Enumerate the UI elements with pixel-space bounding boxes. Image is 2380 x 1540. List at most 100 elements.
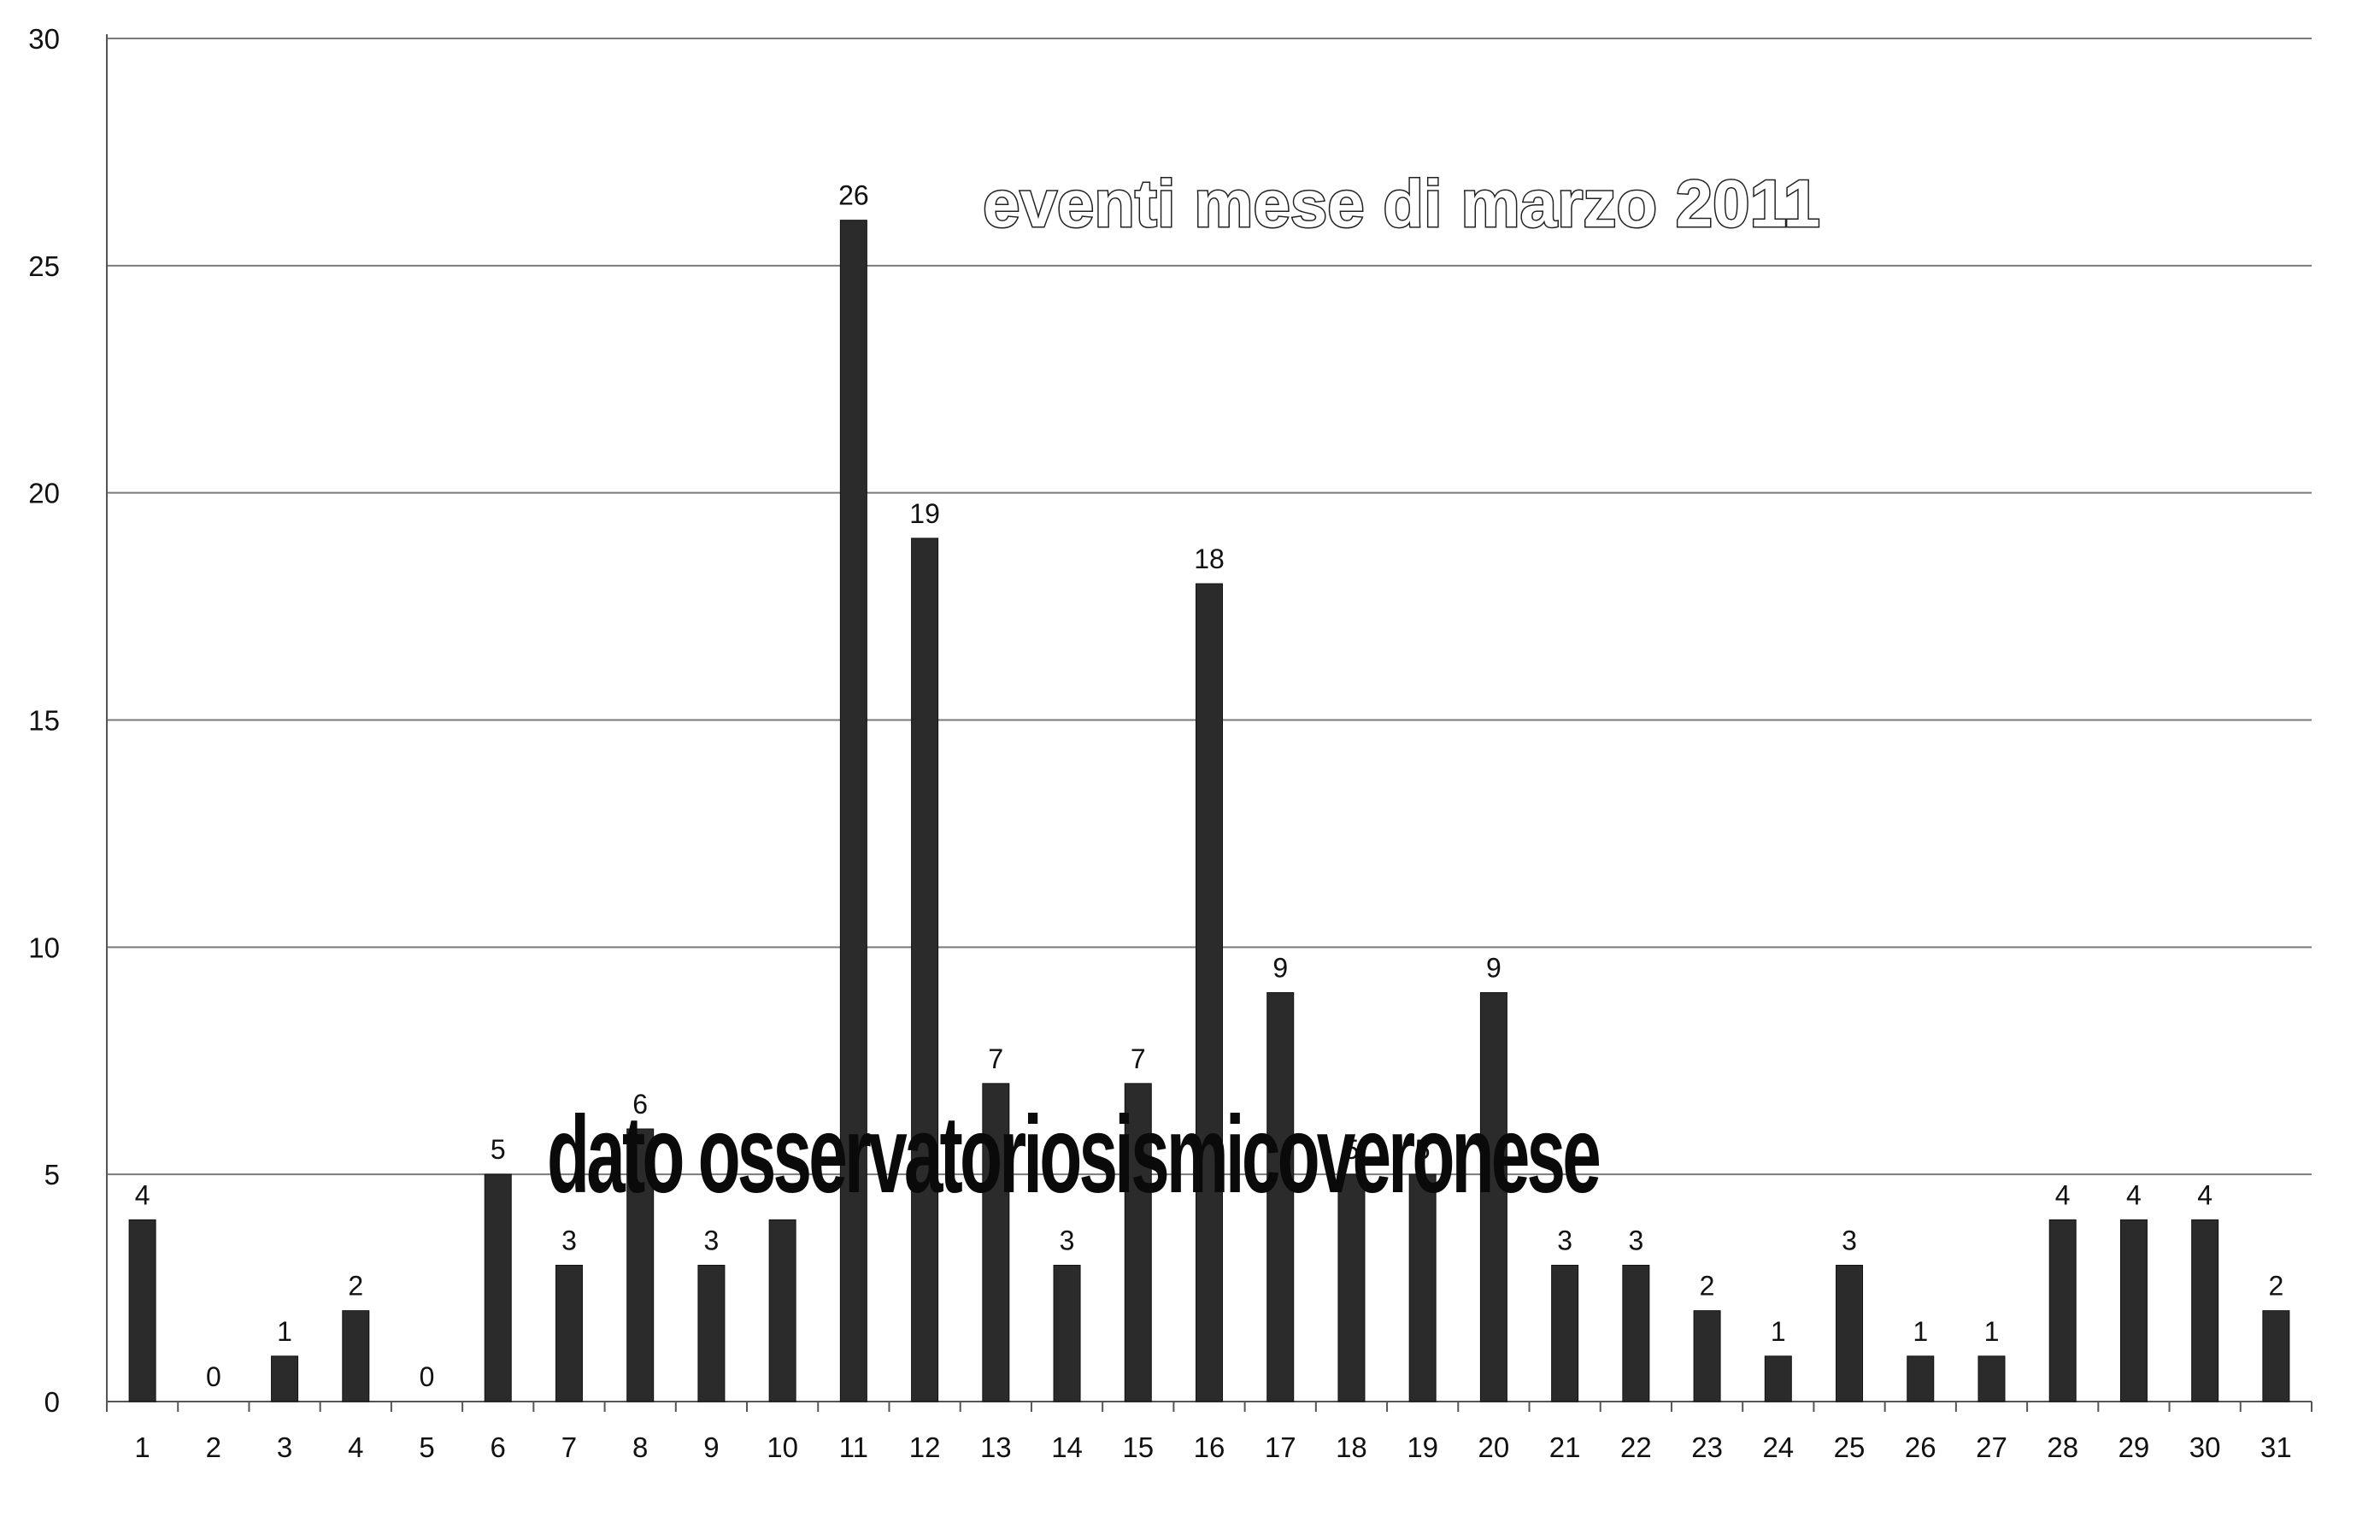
bar-day-16	[1196, 583, 1223, 1402]
bar-value-label: 3	[1060, 1226, 1075, 1256]
bar-value-label: 4	[2126, 1179, 2142, 1210]
bar-value-label: 18	[1194, 544, 1225, 574]
y-tick-label: 10	[28, 932, 60, 963]
x-tick-label: 12	[909, 1431, 941, 1463]
bar-value-label: 3	[1557, 1226, 1572, 1256]
x-tick-label: 20	[1478, 1431, 1510, 1463]
bar-day-20	[1479, 992, 1507, 1402]
x-tick-label: 21	[1549, 1431, 1581, 1463]
bar-day-31	[2262, 1310, 2290, 1402]
x-tick-label: 5	[419, 1431, 434, 1463]
bar-day-6	[484, 1173, 512, 1402]
y-tick-label: 15	[28, 705, 60, 737]
x-tick-label: 25	[1834, 1431, 1866, 1463]
y-tick-label: 0	[44, 1386, 60, 1418]
bar-day-23	[1693, 1310, 1721, 1402]
watermark-annotation: dato osservatoriosismicoveronese	[547, 1094, 1599, 1216]
bar-day-26	[1907, 1355, 1935, 1402]
x-tick-label: 1	[134, 1431, 150, 1463]
bar-value-label: 0	[420, 1361, 435, 1392]
bar-day-14	[1053, 1265, 1081, 1402]
bar-value-label: 9	[1272, 953, 1288, 984]
x-tick-label: 3	[277, 1431, 292, 1463]
bar-value-label: 5	[491, 1134, 506, 1165]
bar-day-9	[697, 1265, 726, 1402]
bar-value-label: 7	[1131, 1043, 1146, 1074]
bar-value-label: 3	[1842, 1226, 1857, 1256]
x-tick-label: 8	[632, 1431, 648, 1463]
bar-value-label: 2	[348, 1271, 363, 1302]
x-tick-label: 14	[1051, 1431, 1083, 1463]
x-tick-label: 4	[348, 1431, 363, 1463]
bar-day-22	[1622, 1265, 1650, 1402]
bars	[128, 220, 2290, 1402]
x-tick-label: 11	[839, 1431, 868, 1463]
bar-day-17	[1266, 992, 1295, 1402]
bar-value-label: 5	[1415, 1134, 1431, 1165]
bar-day-1	[128, 1219, 156, 1402]
bar-value-label: 7	[988, 1043, 1003, 1074]
bar-day-24	[1764, 1355, 1792, 1402]
bar-value-label: 9	[1486, 953, 1501, 984]
x-tick-label: 23	[1691, 1431, 1723, 1463]
bar-day-15	[1124, 1083, 1152, 1402]
bar-day-21	[1551, 1265, 1579, 1402]
bar-value-label: 1	[1913, 1316, 1928, 1347]
x-tick-label: 26	[1905, 1431, 1936, 1463]
bar-value-label: 1	[1984, 1316, 2000, 1347]
bar-day-3	[271, 1355, 299, 1402]
x-tick-label: 28	[2047, 1431, 2078, 1463]
bar-day-19	[1408, 1173, 1437, 1402]
bar-value-label: 26	[838, 180, 869, 211]
bar-value-label: 6	[632, 1089, 648, 1120]
bar-day-25	[1836, 1265, 1864, 1402]
y-tick-label: 5	[44, 1159, 60, 1190]
bar-day-13	[982, 1083, 1010, 1402]
bar-day-12	[911, 538, 939, 1402]
x-tick-label: 19	[1407, 1431, 1438, 1463]
bar-value-label: 4	[2197, 1179, 2213, 1210]
bar-value-label: 1	[1771, 1316, 1786, 1347]
bar-day-7	[555, 1265, 583, 1402]
bar-day-27	[1977, 1355, 2006, 1402]
x-tick-label: 17	[1265, 1431, 1296, 1463]
bar-day-18	[1337, 1173, 1366, 1402]
bar-labels: 4 0 1 2 0 5 3 6 3 26 19 7 3 7 18 9 5 5 9 3 3 2 1 3 1 1 4 4 4 2	[135, 180, 2284, 1392]
bar-day-8	[626, 1128, 655, 1402]
bar-day-28	[2048, 1219, 2077, 1402]
x-tick-label: 15	[1122, 1431, 1154, 1463]
bar-value-label: 3	[561, 1226, 577, 1256]
x-tick-label: 13	[980, 1431, 1012, 1463]
bar-value-label: 4	[2055, 1179, 2071, 1210]
bar-value-label: 2	[2268, 1271, 2283, 1302]
x-tick-label: 27	[1976, 1431, 2007, 1463]
bar-day-4	[342, 1310, 370, 1402]
x-tick-label: 2	[206, 1431, 221, 1463]
bar-value-label: 2	[1700, 1271, 1715, 1302]
x-tick-label: 6	[491, 1431, 506, 1463]
x-tick-label: 31	[2260, 1431, 2292, 1463]
x-tick-label: 30	[2189, 1431, 2221, 1463]
x-tick-labels: 1 2 3 4 5 6 7 8 9 10 11 12 13 14 15 16 17 18 19 20 21 22 23 24 2…	[134, 1431, 2291, 1463]
bar-value-label: 19	[909, 498, 940, 529]
chart-title: eventi mese di marzo 2011	[983, 166, 1820, 241]
x-tick-label: 24	[1762, 1431, 1794, 1463]
x-tick-label: 22	[1620, 1431, 1652, 1463]
bar-day-10	[768, 1219, 796, 1402]
y-tick-label: 20	[28, 478, 60, 509]
y-tick-label: 25	[28, 250, 60, 282]
bar-value-label: 3	[1628, 1226, 1643, 1256]
bar-day-11	[839, 220, 867, 1402]
bar-value-label: 4	[135, 1179, 150, 1210]
x-tick-label: 29	[2118, 1431, 2150, 1463]
bar-day-29	[2119, 1219, 2148, 1402]
x-tick-label: 10	[767, 1431, 798, 1463]
bar-day-30	[2191, 1219, 2219, 1402]
y-tick-labels: 0 5 10 15 20 25 30	[28, 23, 60, 1418]
x-tick-label: 7	[561, 1431, 577, 1463]
x-tick-label: 16	[1194, 1431, 1225, 1463]
x-tick-label: 9	[703, 1431, 719, 1463]
bar-value-label: 5	[1344, 1134, 1360, 1165]
